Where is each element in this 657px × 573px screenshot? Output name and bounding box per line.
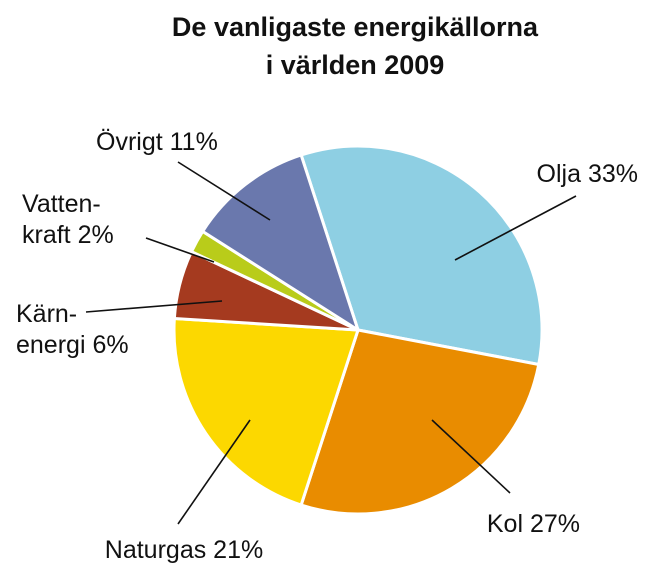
pie-slice-olja: [299, 144, 544, 366]
pie-slice-naturgas: [172, 316, 360, 507]
leader-line-olja: [454, 195, 577, 261]
pie-slices: [172, 144, 544, 516]
pie-slice--vrigt: [201, 153, 360, 332]
slice-label-naturgas: Naturgas 21%: [105, 536, 263, 564]
chart-title-line-1: De vanligaste energikällorna: [172, 12, 539, 42]
leader-lines: [85, 161, 577, 525]
pie-slice-kol: [299, 328, 541, 516]
slice-label-line: energi 6%: [16, 331, 129, 359]
slice-label-k-rnenergi: Kärn-energi 6%: [16, 300, 129, 359]
leader-line-vattenkraft: [145, 237, 215, 263]
slice-label-kol: Kol 27%: [487, 510, 580, 538]
slice-label-line: Naturgas 21%: [105, 536, 263, 564]
slice-label-olja: Olja 33%: [537, 160, 638, 188]
leader-line--vrigt: [177, 161, 271, 221]
slice-label-line: Övrigt 11%: [96, 128, 218, 156]
slice-label-line: Kol 27%: [487, 510, 580, 538]
leader-line-naturgas: [177, 419, 251, 525]
slice-label-vattenkraft: Vatten-kraft 2%: [22, 190, 114, 249]
chart-title-line-2: i världen 2009: [266, 50, 445, 80]
slice-label-line: Olja 33%: [537, 160, 638, 188]
slice-label--vrigt: Övrigt 11%: [96, 128, 218, 156]
slice-label-line: Vatten-: [22, 190, 101, 218]
slice-labels: Olja 33% Kol 27% Naturgas 21% Kärn-energi 6…: [16, 128, 638, 564]
leader-line-k-rnenergi: [85, 300, 223, 313]
leader-line-kol: [431, 419, 511, 494]
slice-label-line: kraft 2%: [22, 221, 114, 249]
slice-label-line: Kärn-: [16, 300, 77, 328]
